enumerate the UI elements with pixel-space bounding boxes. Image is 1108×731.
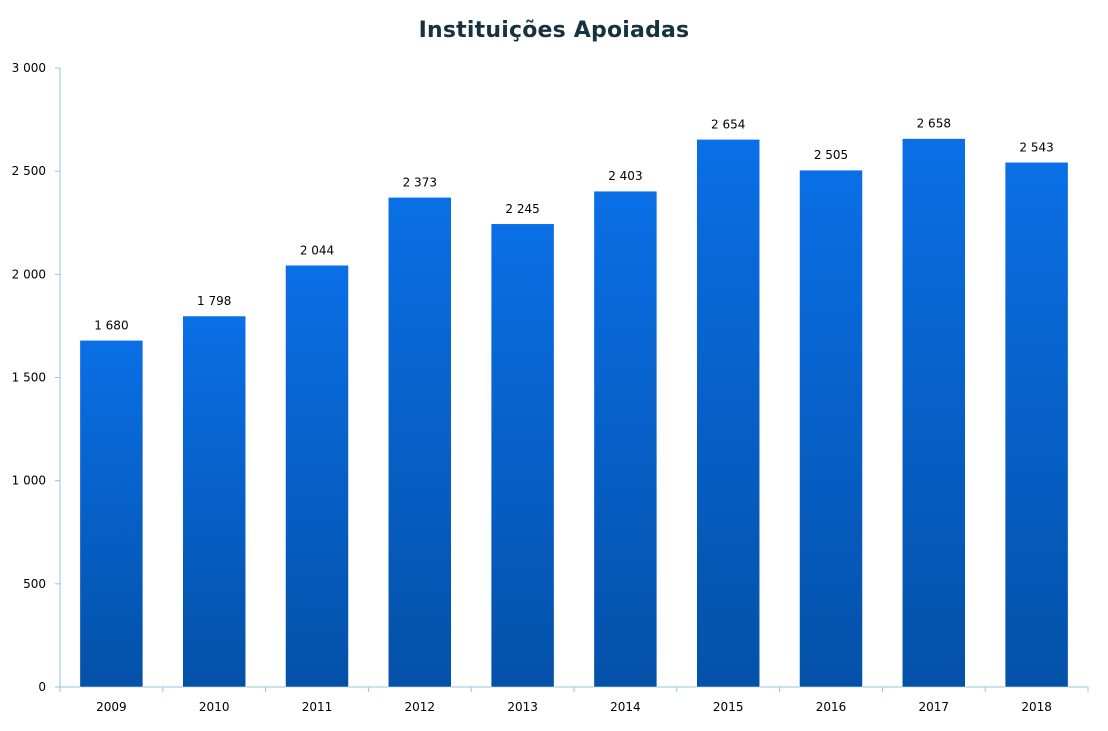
x-tick-label: 2013 bbox=[507, 700, 538, 714]
x-tick-label: 2016 bbox=[816, 700, 847, 714]
x-tick-label: 2018 bbox=[1021, 700, 1052, 714]
data-label: 2 373 bbox=[403, 175, 437, 189]
axes: 0 500 1 000 1 500 2 000 2 500 3 000 2009 2010 201… bbox=[12, 61, 1089, 714]
chart-title: Instituições Apoiadas bbox=[418, 18, 690, 43]
bar-2011 bbox=[285, 265, 349, 688]
data-label: 1 680 bbox=[94, 318, 128, 332]
bar-2017 bbox=[902, 138, 966, 688]
x-tick-label: 2014 bbox=[610, 700, 641, 714]
bar-2010 bbox=[182, 315, 246, 688]
y-tick-label: 500 bbox=[23, 577, 46, 591]
y-tick-label: 2 000 bbox=[12, 267, 46, 281]
data-label: 2 658 bbox=[917, 117, 951, 131]
x-tick-label: 2009 bbox=[96, 700, 127, 714]
x-tick-label: 2011 bbox=[302, 700, 333, 714]
x-tick-label: 2017 bbox=[919, 700, 950, 714]
bar-2016 bbox=[799, 169, 863, 688]
x-tick-label: 2012 bbox=[405, 700, 436, 714]
data-label: 2 403 bbox=[608, 169, 642, 183]
data-labels: 1 680 1 798 2 044 2 373 2 245 2 403 2 654 2 505… bbox=[94, 117, 1054, 333]
x-tick-label: 2010 bbox=[199, 700, 230, 714]
data-label: 2 505 bbox=[814, 148, 848, 162]
y-tick-label: 1 000 bbox=[12, 474, 46, 488]
bar-2013 bbox=[490, 223, 555, 688]
data-label: 2 543 bbox=[1019, 140, 1053, 154]
data-label: 2 044 bbox=[300, 243, 334, 257]
data-label: 2 245 bbox=[505, 202, 539, 216]
x-tick-label: 2015 bbox=[713, 700, 744, 714]
y-tick-label: 1 500 bbox=[12, 371, 46, 385]
y-tick-label: 0 bbox=[38, 680, 46, 694]
bar-2014 bbox=[593, 190, 658, 688]
bar-2018 bbox=[1004, 162, 1069, 688]
bar-2015 bbox=[696, 139, 760, 688]
y-tick-label: 2 500 bbox=[12, 164, 46, 178]
data-label: 1 798 bbox=[197, 294, 231, 308]
bars bbox=[79, 138, 1069, 688]
bar-2009 bbox=[79, 340, 144, 688]
bar-2012 bbox=[388, 197, 452, 688]
data-label: 2 654 bbox=[711, 117, 745, 131]
y-tick-label: 3 000 bbox=[12, 61, 46, 75]
